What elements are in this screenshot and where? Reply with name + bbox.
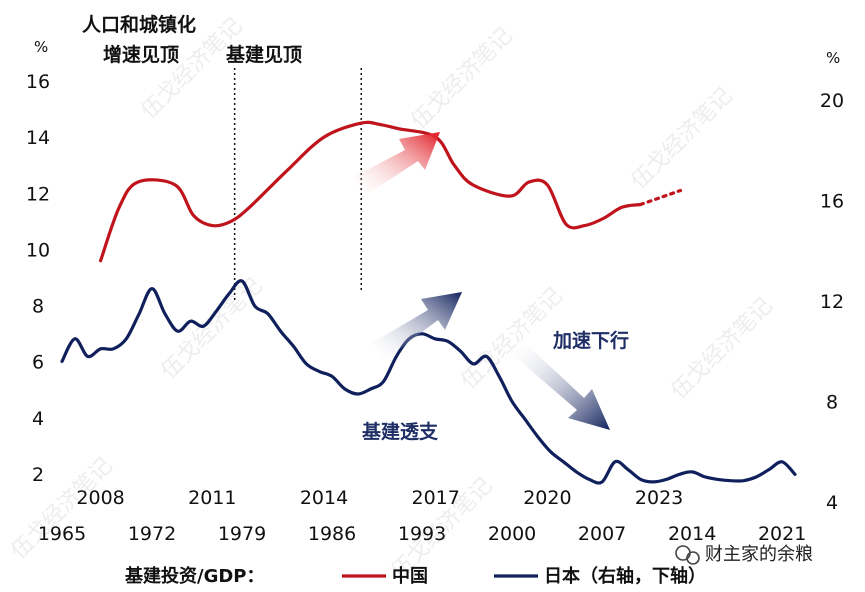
annotation-urbanization-line1: 人口和城镇化 <box>82 13 196 36</box>
left-axis-unit: % <box>34 38 48 56</box>
bottom-x-axis-tick-label: 1972 <box>128 523 176 545</box>
left-axis-tick-label: 2 <box>32 464 44 486</box>
top-x-axis-tick-label: 2008 <box>76 487 124 509</box>
right-axis-tick-label: 12 <box>820 291 844 313</box>
wechat-badge: 财主家的余粮 <box>675 544 813 565</box>
blue-down-arrow <box>512 340 610 430</box>
right-axis-unit: % <box>826 49 840 67</box>
bottom-x-axis-tick-label: 1986 <box>308 523 356 545</box>
annotation-urbanization-line2: 增速见顶 <box>103 43 179 66</box>
left-axis-tick-label: 10 <box>26 239 50 261</box>
legend-label-china: 中国 <box>392 565 428 587</box>
wechat-label: 财主家的余粮 <box>705 544 813 565</box>
bottom-x-axis-tick-label: 2014 <box>668 523 716 545</box>
legend-title: 基建投资/GDP： <box>124 565 264 587</box>
wechat-icon <box>675 545 700 565</box>
series-line-japan <box>60 279 797 485</box>
top-x-axis-ticks: 2008 2011 2014 2017 2020 2023 <box>76 487 683 509</box>
series-projection-china <box>638 188 683 207</box>
left-axis-tick-label: 12 <box>26 183 50 205</box>
blue-up-arrow <box>372 292 462 360</box>
watermark: 伍戈经济笔记 <box>627 83 738 194</box>
annotation-infra-peak: 基建见顶 <box>225 43 302 66</box>
bottom-x-axis-tick-label: 1979 <box>218 523 266 545</box>
top-x-axis-tick-label: 2020 <box>523 487 571 509</box>
left-axis-tick-label: 4 <box>32 408 44 430</box>
top-x-axis-tick-label: 2014 <box>300 487 348 509</box>
series-line-china <box>99 120 643 263</box>
annotation-accelerated-decline: 加速下行 <box>552 329 629 352</box>
legend-label-japan: 日本（右轴，下轴） <box>544 565 706 587</box>
bottom-x-axis-tick-label: 1965 <box>38 523 86 545</box>
right-axis-ticks: 4 8 12 16 20 <box>820 90 844 514</box>
red-up-arrow <box>352 132 440 196</box>
left-axis-tick-label: 6 <box>32 352 44 374</box>
right-axis-tick-label: 20 <box>820 90 844 112</box>
top-x-axis-tick-label: 2011 <box>188 487 236 509</box>
watermark: 伍戈经济笔记 <box>407 23 518 134</box>
left-axis-tick-label: 16 <box>26 71 50 93</box>
bottom-x-axis-tick-label: 1993 <box>398 523 446 545</box>
left-axis-ticks: 2 4 6 8 10 12 14 16 <box>26 71 50 486</box>
bottom-x-axis-tick-label: 2021 <box>758 523 806 545</box>
right-axis-tick-label: 4 <box>826 492 838 514</box>
right-axis-tick-label: 16 <box>820 191 844 213</box>
top-x-axis-tick-label: 2017 <box>412 487 460 509</box>
legend: 基建投资/GDP： 中国 日本（右轴，下轴） <box>124 565 706 587</box>
bottom-x-axis-tick-label: 2000 <box>488 523 536 545</box>
watermark: 伍戈经济笔记 <box>667 293 778 404</box>
left-axis-tick-label: 8 <box>32 296 44 318</box>
right-axis-tick-label: 8 <box>826 392 838 414</box>
top-x-axis-tick-label: 2023 <box>635 487 683 509</box>
left-axis-tick-label: 14 <box>26 127 50 149</box>
bottom-x-axis-ticks: 1965 1972 1979 1986 1993 2000 2007 2014 2021 <box>38 523 806 545</box>
bottom-x-axis-tick-label: 2007 <box>578 523 626 545</box>
annotation-overdraft: 基建透支 <box>361 420 439 443</box>
